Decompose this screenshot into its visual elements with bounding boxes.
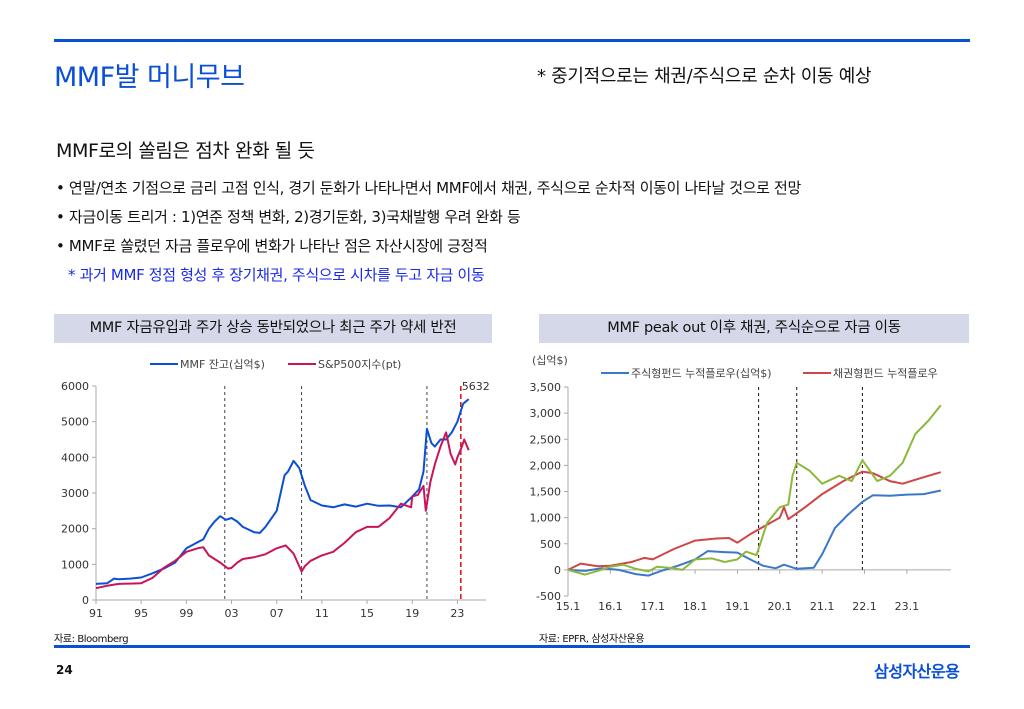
- right-chart: (십억$) 주식형펀드 누적플로우(십억$) 채권형펀드 누적플로우 -500 0…: [530, 354, 951, 613]
- x-tick-label: 22.1: [852, 600, 877, 613]
- left-chart: MMF 잔고(십억$) S&P500지수(pt) 0 1000 2000 3000 40…: [61, 358, 490, 620]
- y-tick-label: 2,000: [530, 459, 562, 472]
- x-tick-label: 16.1: [598, 600, 623, 613]
- x-tick-label: 21.1: [810, 600, 835, 613]
- x-tick-label: 95: [134, 607, 148, 620]
- x-tick-label: 03: [225, 607, 239, 620]
- series-line-2: [95, 431, 470, 590]
- y-tick-label: 3,500: [530, 381, 562, 394]
- series-line-1: [567, 489, 942, 577]
- y-tick-label: 1000: [61, 558, 89, 571]
- y-tick-label: 0: [554, 564, 561, 577]
- bullet-note: * 과거 MMF 정점 형성 후 장기채권, 주식으로 시차를 두고 자금 이동: [68, 266, 485, 284]
- x-tick-label: 11: [315, 607, 329, 620]
- x-tick-label: 19.1: [725, 600, 750, 613]
- y-tick-label: 2000: [61, 523, 89, 536]
- x-tick-label: 19: [405, 607, 419, 620]
- value-annotation: 5632: [462, 380, 490, 393]
- x-tick-label: 17.1: [640, 600, 665, 613]
- legend: MMF 잔고(십억$) S&P500지수(pt): [150, 358, 401, 371]
- legend-label-mmf: MMF 잔고(십억$): [180, 358, 265, 371]
- x-tick-label: 23.1: [895, 600, 920, 613]
- y-tick-label: 3,000: [530, 407, 562, 420]
- bullet-item: • 연말/연초 기점으로 금리 고점 인식, 경기 둔화가 나타나면서 MMF에…: [56, 179, 801, 197]
- left-chart-title: MMF 자금유입과 주가 상승 동반되었으나 최근 주가 약세 반전: [54, 314, 492, 343]
- y-tick-label: 1,000: [530, 512, 562, 525]
- series-line-3: [567, 404, 942, 576]
- left-chart-source: 자료: Bloomberg: [54, 634, 129, 645]
- page-number: 24: [56, 663, 73, 677]
- right-chart-source: 자료: EPFR, 삼성자산운용: [539, 634, 645, 645]
- y-tick-label: 500: [540, 538, 561, 551]
- bullet-item: • MMF로 쏠렸던 자금 플로우에 변화가 나타난 점은 자산시장에 긍정적: [56, 237, 488, 255]
- x-tick-label: 18.1: [683, 600, 708, 613]
- y-tick-label: 4000: [61, 451, 89, 464]
- y-axis-unit: (십억$): [532, 354, 568, 367]
- y-tick-label: 1,500: [530, 486, 562, 499]
- legend: 주식형펀드 누적플로우(십억$) 채권형펀드 누적플로우: [601, 367, 938, 380]
- right-chart-title: MMF peak out 이후 채권, 주식순으로 자금 이동: [539, 314, 969, 343]
- bullet-item: • 자금이동 트리거 : 1)연준 정책 변화, 2)경기둔화, 3)국채발행 …: [56, 208, 521, 226]
- legend-label-sp500: S&P500지수(pt): [318, 358, 401, 371]
- section-heading: MMF로의 쏠림은 점차 완화 될 듯: [56, 140, 315, 162]
- legend-label-equity: 주식형펀드 누적플로우(십억$): [631, 367, 772, 380]
- y-tick-label: 6000: [61, 380, 89, 393]
- x-tick-label: 23: [450, 607, 464, 620]
- y-tick-label: 0: [82, 594, 89, 607]
- legend-label-bond: 채권형펀드 누적플로우: [833, 367, 938, 380]
- x-tick-label: 20.1: [768, 600, 793, 613]
- x-tick-label: 99: [179, 607, 193, 620]
- x-tick-label: 91: [89, 607, 103, 620]
- x-tick-label: 15: [360, 607, 374, 620]
- y-tick-label: -500: [536, 590, 561, 603]
- bullet-list: • 연말/연초 기점으로 금리 고점 인식, 경기 둔화가 나타나면서 MMF에…: [56, 176, 801, 292]
- footer-rule: [54, 645, 970, 648]
- header-rule: [54, 39, 970, 42]
- page-title: MMF발 머니무브: [54, 62, 245, 93]
- x-tick-label: 15.1: [556, 600, 581, 613]
- series-line-1: [95, 398, 470, 585]
- y-tick-label: 3000: [61, 487, 89, 500]
- x-tick-label: 07: [270, 607, 284, 620]
- y-tick-label: 2,500: [530, 433, 562, 446]
- brand-logo: 삼성자산운용: [874, 662, 960, 681]
- y-tick-label: 5000: [61, 416, 89, 429]
- header-subnote: * 중기적으로는 채권/주식으로 순차 이동 예상: [537, 66, 872, 87]
